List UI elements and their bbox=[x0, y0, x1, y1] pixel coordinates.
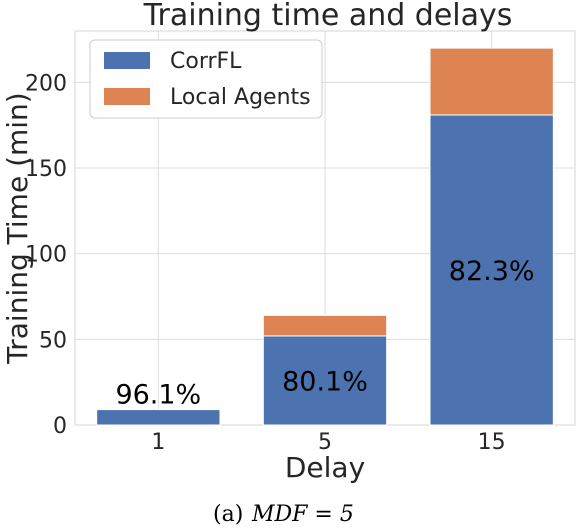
caption-prefix: (a) bbox=[213, 502, 243, 527]
x-tick-label: 1 bbox=[151, 430, 165, 455]
bar-label: 96.1% bbox=[115, 380, 201, 411]
x-axis-label: Delay bbox=[285, 451, 365, 484]
x-tick-label: 15 bbox=[478, 430, 506, 455]
y-tick-label: 50 bbox=[39, 328, 67, 353]
bar-label: 80.1% bbox=[282, 366, 368, 397]
caption-expression: MDF = 5 bbox=[251, 502, 354, 527]
bar-corrfl-15 bbox=[429, 114, 554, 426]
bar-local-agents-5 bbox=[262, 314, 388, 337]
bar-corrfl-1 bbox=[96, 409, 221, 426]
y-axis-label: Training Time (min) bbox=[1, 92, 34, 364]
legend-label-corrfl: CorrFL bbox=[170, 49, 242, 74]
bars bbox=[96, 47, 554, 426]
y-tick-label: 100 bbox=[25, 243, 67, 268]
caption: (a) MDF = 5 bbox=[213, 502, 354, 527]
y-tick-labels: 0 50 100 150 200 bbox=[25, 71, 67, 439]
bar-label: 82.3% bbox=[449, 256, 535, 287]
y-tick-label: 0 bbox=[53, 414, 67, 439]
legend-label-local-agents: Local Agents bbox=[170, 85, 311, 110]
bar-labels: 96.1% 80.1% 82.3% bbox=[115, 256, 534, 411]
bar-local-agents-15 bbox=[429, 47, 554, 116]
legend: CorrFL Local Agents bbox=[89, 39, 323, 119]
x-tick-label: 5 bbox=[318, 430, 332, 455]
y-tick-label: 150 bbox=[25, 157, 67, 182]
chart-title: Training time and delays bbox=[143, 0, 513, 33]
legend-swatch-local-agents bbox=[104, 88, 150, 105]
legend-swatch-corrfl bbox=[104, 52, 150, 69]
y-tick-label: 200 bbox=[25, 71, 67, 96]
bar-corrfl-5 bbox=[262, 335, 388, 426]
x-tick-labels: 1 5 15 bbox=[151, 430, 505, 455]
